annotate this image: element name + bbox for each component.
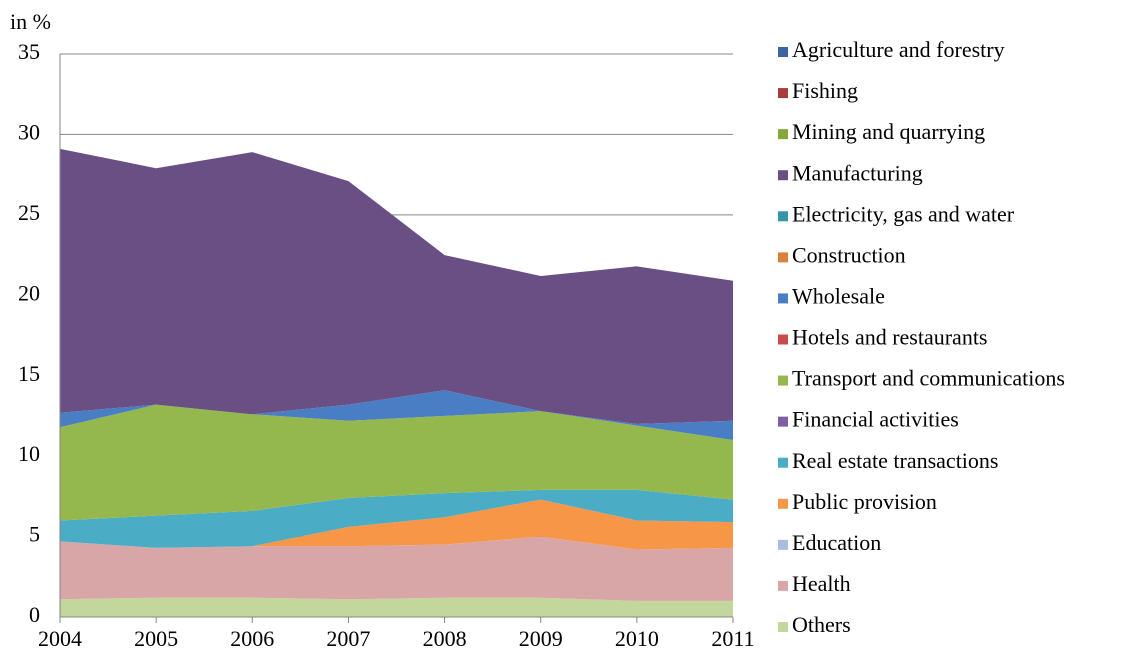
legend-label: Health — [792, 571, 851, 596]
legend-label: Fishing — [792, 78, 858, 103]
legend-swatch — [778, 334, 788, 345]
area — [60, 489, 733, 548]
area — [60, 148, 733, 424]
y-tick-label: 20 — [18, 280, 40, 305]
y-tick-label: 15 — [18, 361, 40, 386]
legend-swatch — [778, 457, 788, 468]
legend-swatch — [778, 129, 788, 140]
legend-label: Manufacturing — [792, 160, 923, 185]
x-tick-label: 2004 — [38, 626, 82, 651]
legend-label: Public provision — [792, 489, 937, 514]
legend-swatch — [778, 622, 788, 632]
legend-swatch — [778, 580, 788, 591]
x-tick-label: 2010 — [615, 626, 659, 651]
y-tick-label: 5 — [29, 522, 40, 547]
legend-swatch — [778, 293, 788, 304]
legend-swatch — [778, 252, 788, 263]
y-tick-label: 0 — [29, 602, 40, 627]
legend-label: Real estate transactions — [792, 448, 998, 473]
legend-label: Transport and communications — [792, 366, 1065, 391]
legend-label: Mining and quarrying — [792, 119, 985, 144]
legend-label: Education — [792, 530, 881, 555]
legend-label: Hotels and restaurants — [792, 325, 988, 350]
legend-swatch — [778, 170, 788, 181]
area — [60, 536, 733, 601]
y-tick-label: 35 — [18, 39, 40, 64]
legend-swatch — [778, 498, 788, 509]
x-tick-label: 2008 — [423, 626, 467, 651]
area — [60, 597, 733, 617]
area — [60, 390, 733, 441]
x-tick-label: 2007 — [326, 626, 370, 651]
x-tick-label: 2006 — [230, 626, 274, 651]
y-tick-label: 10 — [18, 441, 40, 466]
legend-swatch — [778, 211, 788, 222]
area — [60, 499, 733, 550]
y-axis-label: in % — [10, 9, 51, 34]
x-tick-label: 2005 — [134, 626, 178, 651]
x-tick-label: 2011 — [711, 626, 754, 651]
y-tick-label: 30 — [18, 119, 40, 144]
legend-swatch — [778, 88, 788, 99]
legend-swatch — [778, 47, 788, 57]
x-tick-label: 2009 — [519, 626, 563, 651]
legend-swatch — [778, 375, 788, 386]
legend-label: Wholesale — [792, 283, 885, 308]
legend-swatch — [778, 539, 788, 550]
legend-label: Financial activities — [792, 407, 959, 432]
legend-label: Electricity, gas and water — [792, 201, 1015, 226]
legend-label: Agriculture and forestry — [792, 37, 1005, 62]
legend-label: Others — [792, 612, 851, 637]
area — [60, 404, 733, 521]
legend-label: Construction — [792, 242, 906, 267]
y-tick-label: 25 — [18, 200, 40, 225]
legend-swatch — [778, 416, 788, 427]
